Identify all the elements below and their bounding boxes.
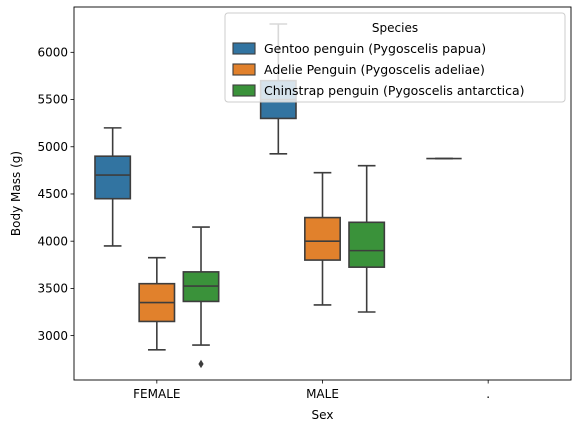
box-MALE-2 xyxy=(348,164,386,313)
x-axis-label: Sex xyxy=(312,408,334,422)
legend-label: Chinstrap penguin (Pygoscelis antarctica… xyxy=(264,83,525,98)
y-tick-label: 3500 xyxy=(37,282,68,296)
box-FEMALE-0 xyxy=(94,127,132,247)
legend-label: Adelie Penguin (Pygoscelis adeliae) xyxy=(264,62,485,77)
box-outlier xyxy=(198,359,204,369)
legend: Species Gentoo penguin (Pygoscelis papua)… xyxy=(224,12,566,103)
plot-frame xyxy=(73,6,572,381)
legend-swatch xyxy=(232,42,256,55)
y-tick-label: 5500 xyxy=(37,93,68,107)
box-FEMALE-1 xyxy=(138,256,176,351)
y-tick-label: 4500 xyxy=(37,187,68,201)
x-tick-label: . xyxy=(486,387,490,401)
legend-box xyxy=(224,12,566,103)
legend-title: Species xyxy=(372,21,418,35)
x-tick-label: MALE xyxy=(306,387,339,401)
y-tick-label: 5000 xyxy=(37,140,68,154)
legend-swatch xyxy=(232,84,256,97)
y-tick-label: 6000 xyxy=(37,46,68,60)
box-body xyxy=(304,216,341,261)
box-body xyxy=(94,155,132,200)
x-tick-label: FEMALE xyxy=(133,387,180,401)
axes-layer: 3000 3500 4000 4500 5000 5500 6000 FEMALE MALE. xyxy=(37,46,490,401)
y-axis-label: Body Mass (g) xyxy=(9,151,23,236)
legend-label: Gentoo penguin (Pygoscelis papua) xyxy=(264,41,486,56)
y-tick-label: 3000 xyxy=(37,329,68,343)
legend-swatch xyxy=(232,63,256,76)
y-tick-label: 4000 xyxy=(37,234,68,248)
box-MALE-1 xyxy=(304,171,341,306)
box-FEMALE-2 xyxy=(182,226,220,369)
box-body xyxy=(348,221,386,268)
